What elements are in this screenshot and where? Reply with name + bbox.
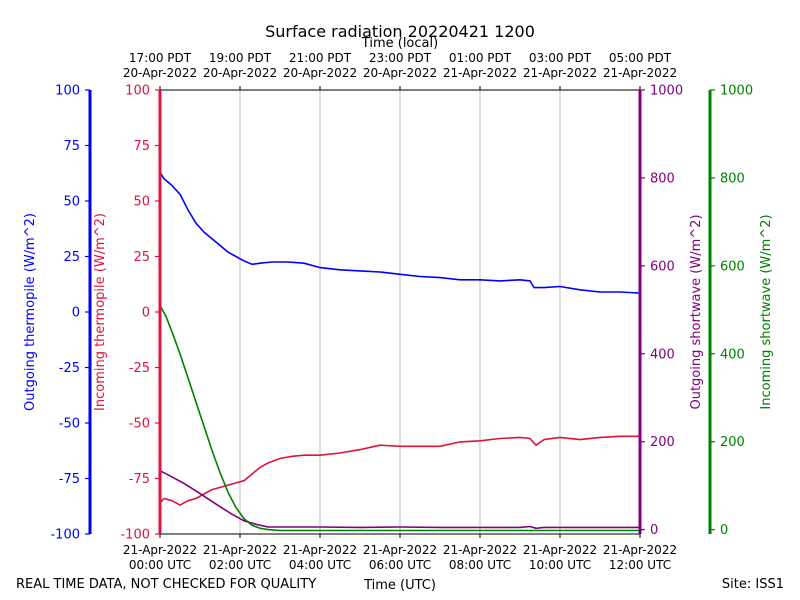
- bottom-axis-label: Time (UTC): [363, 578, 436, 593]
- y-tick-label: 25: [133, 250, 150, 265]
- series-line-out_sw: [159, 469, 640, 530]
- top-tick-label-time: 23:00 PDT: [369, 51, 432, 65]
- top-tick-label-date: 21-Apr-2022: [443, 66, 517, 80]
- top-tick-label-time: 21:00 PDT: [289, 51, 352, 65]
- y-tick-label: -75: [129, 472, 150, 487]
- y-tick-label: 25: [63, 250, 80, 265]
- y-tick-label: 0: [142, 306, 150, 321]
- top-axis-label: Time (local): [361, 36, 438, 51]
- x-tick-label-time: 02:00 UTC: [209, 558, 271, 572]
- y-tick-label: 200: [720, 435, 745, 450]
- chart-title: Surface radiation 20220421 1200: [265, 22, 535, 41]
- top-tick-label-date: 20-Apr-2022: [203, 66, 277, 80]
- y-tick-label: 800: [720, 171, 745, 186]
- series-line-in_sw: [159, 305, 640, 532]
- y-tick-label: 200: [650, 435, 675, 450]
- site-label: Site: ISS1: [722, 577, 784, 592]
- y-tick-label: 1000: [720, 84, 753, 99]
- x-tick-label-date: 21-Apr-2022: [283, 543, 357, 557]
- x-tick-label-time: 06:00 UTC: [369, 558, 431, 572]
- grid-lines: [239, 90, 561, 534]
- y-tick-label: -50: [129, 417, 150, 432]
- y-tick-label: -25: [59, 361, 80, 376]
- y-tick-label: 400: [650, 347, 675, 362]
- top-tick-label-date: 20-Apr-2022: [363, 66, 437, 80]
- y-tick-label: -100: [50, 528, 80, 543]
- y-tick-label: 800: [650, 171, 675, 186]
- x-tick-label-date: 21-Apr-2022: [523, 543, 597, 557]
- y-tick-label: -25: [129, 361, 150, 376]
- y-tick-label: 600: [720, 259, 745, 274]
- x-tick-label-date: 21-Apr-2022: [443, 543, 517, 557]
- y-tick-label: 50: [133, 195, 150, 210]
- data-series: [159, 171, 641, 532]
- x-tick-label-date: 21-Apr-2022: [123, 543, 197, 557]
- series-line-out_thermo: [159, 171, 641, 294]
- series-line-in_thermo: [159, 435, 640, 506]
- y-tick-label: 0: [72, 306, 80, 321]
- y-tick-label: 0: [650, 523, 658, 538]
- x-tick-label-time: 00:00 UTC: [129, 558, 191, 572]
- y-tick-label: 75: [63, 139, 80, 154]
- y-tick-label: 50: [63, 195, 80, 210]
- y-tick-label: -50: [59, 417, 80, 432]
- x-tick-label-date: 21-Apr-2022: [203, 543, 277, 557]
- y-tick-label: 400: [720, 347, 745, 362]
- x-tick-label-date: 21-Apr-2022: [603, 543, 677, 557]
- x-tick-label-time: 12:00 UTC: [609, 558, 671, 572]
- top-tick-label-time: 19:00 PDT: [209, 51, 272, 65]
- top-tick-label-date: 20-Apr-2022: [123, 66, 197, 80]
- y-tick-label: 100: [125, 84, 150, 99]
- x-tick-label-date: 21-Apr-2022: [363, 543, 437, 557]
- top-tick-label-date: 20-Apr-2022: [283, 66, 357, 80]
- y-axis-label-in_sw: Incoming shortwave (W/m^2): [759, 214, 774, 409]
- y-tick-label: 0: [720, 523, 728, 538]
- x-tick-label-time: 10:00 UTC: [529, 558, 591, 572]
- top-tick-label-date: 21-Apr-2022: [603, 66, 677, 80]
- y-tick-label: 100: [55, 84, 80, 99]
- top-tick-label-time: 17:00 PDT: [129, 51, 192, 65]
- y-tick-label: -100: [120, 528, 150, 543]
- quality-disclaimer: REAL TIME DATA, NOT CHECKED FOR QUALITY: [16, 577, 316, 592]
- top-tick-label-time: 01:00 PDT: [449, 51, 512, 65]
- y-tick-label: -75: [59, 472, 80, 487]
- y-axis-label-out_sw: Outgoing shortwave (W/m^2): [689, 214, 704, 409]
- y-tick-label: 1000: [650, 84, 683, 99]
- y-axis-label-in_thermo: Incoming thermopile (W/m^2): [93, 213, 108, 411]
- y-tick-label: 600: [650, 259, 675, 274]
- y-axis-label-out_thermo: Outgoing thermopile (W/m^2): [23, 213, 38, 411]
- top-tick-label-time: 05:00 PDT: [609, 51, 672, 65]
- x-tick-label-time: 08:00 UTC: [449, 558, 511, 572]
- top-tick-label-time: 03:00 PDT: [529, 51, 592, 65]
- x-tick-label-time: 04:00 UTC: [289, 558, 351, 572]
- top-tick-label-date: 21-Apr-2022: [523, 66, 597, 80]
- y-tick-label: 75: [133, 139, 150, 154]
